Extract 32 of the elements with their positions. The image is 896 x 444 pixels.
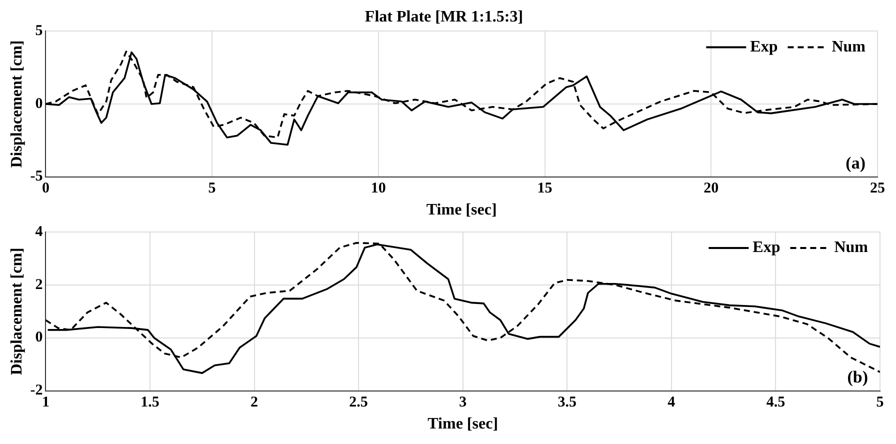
x-tick-label: 2	[250, 394, 258, 411]
y-tick-label: -5	[30, 168, 43, 185]
y-tick-label: 0	[35, 330, 43, 346]
legend-label: Num	[832, 38, 866, 56]
x-tick-label: 1.5	[140, 394, 160, 411]
y-tick-label: 2	[35, 276, 43, 293]
y-tick-label: 5	[35, 23, 43, 40]
x-tick-label: 3	[459, 394, 467, 411]
legend-label: Num	[834, 239, 869, 256]
x-tick-label: 5	[208, 180, 216, 197]
y-axis-title: Displacement [cm]	[8, 40, 26, 168]
legend-label: Exp	[752, 239, 780, 256]
x-tick-label: 2.5	[349, 394, 368, 411]
annotation: (a)	[846, 154, 866, 173]
x-tick-label: 10	[370, 180, 386, 197]
x-axis-title: Time [sec]	[426, 202, 497, 219]
y-tick-label: -2	[30, 382, 43, 399]
y-axis-title: Displacement [cm]	[8, 248, 26, 376]
annotation: (b)	[847, 368, 868, 387]
x-tick-label: 25	[870, 180, 885, 197]
x-axis-title: Time [sec]	[428, 416, 498, 433]
y-tick-label: 0	[35, 96, 43, 112]
chart-title: Flat Plate [MR 1:1.5:3]	[364, 8, 524, 26]
x-tick-label: 1	[42, 394, 50, 411]
x-tick-label: 4	[668, 394, 676, 411]
x-tick-label: 5	[876, 394, 884, 411]
x-tick-label: 4.5	[766, 394, 786, 411]
x-tick-label: 3.5	[558, 394, 577, 411]
legend-label: Exp	[750, 38, 778, 56]
x-tick-label: 15	[537, 180, 552, 197]
x-tick-label: 20	[704, 180, 719, 197]
y-tick-label: 4	[35, 224, 44, 240]
